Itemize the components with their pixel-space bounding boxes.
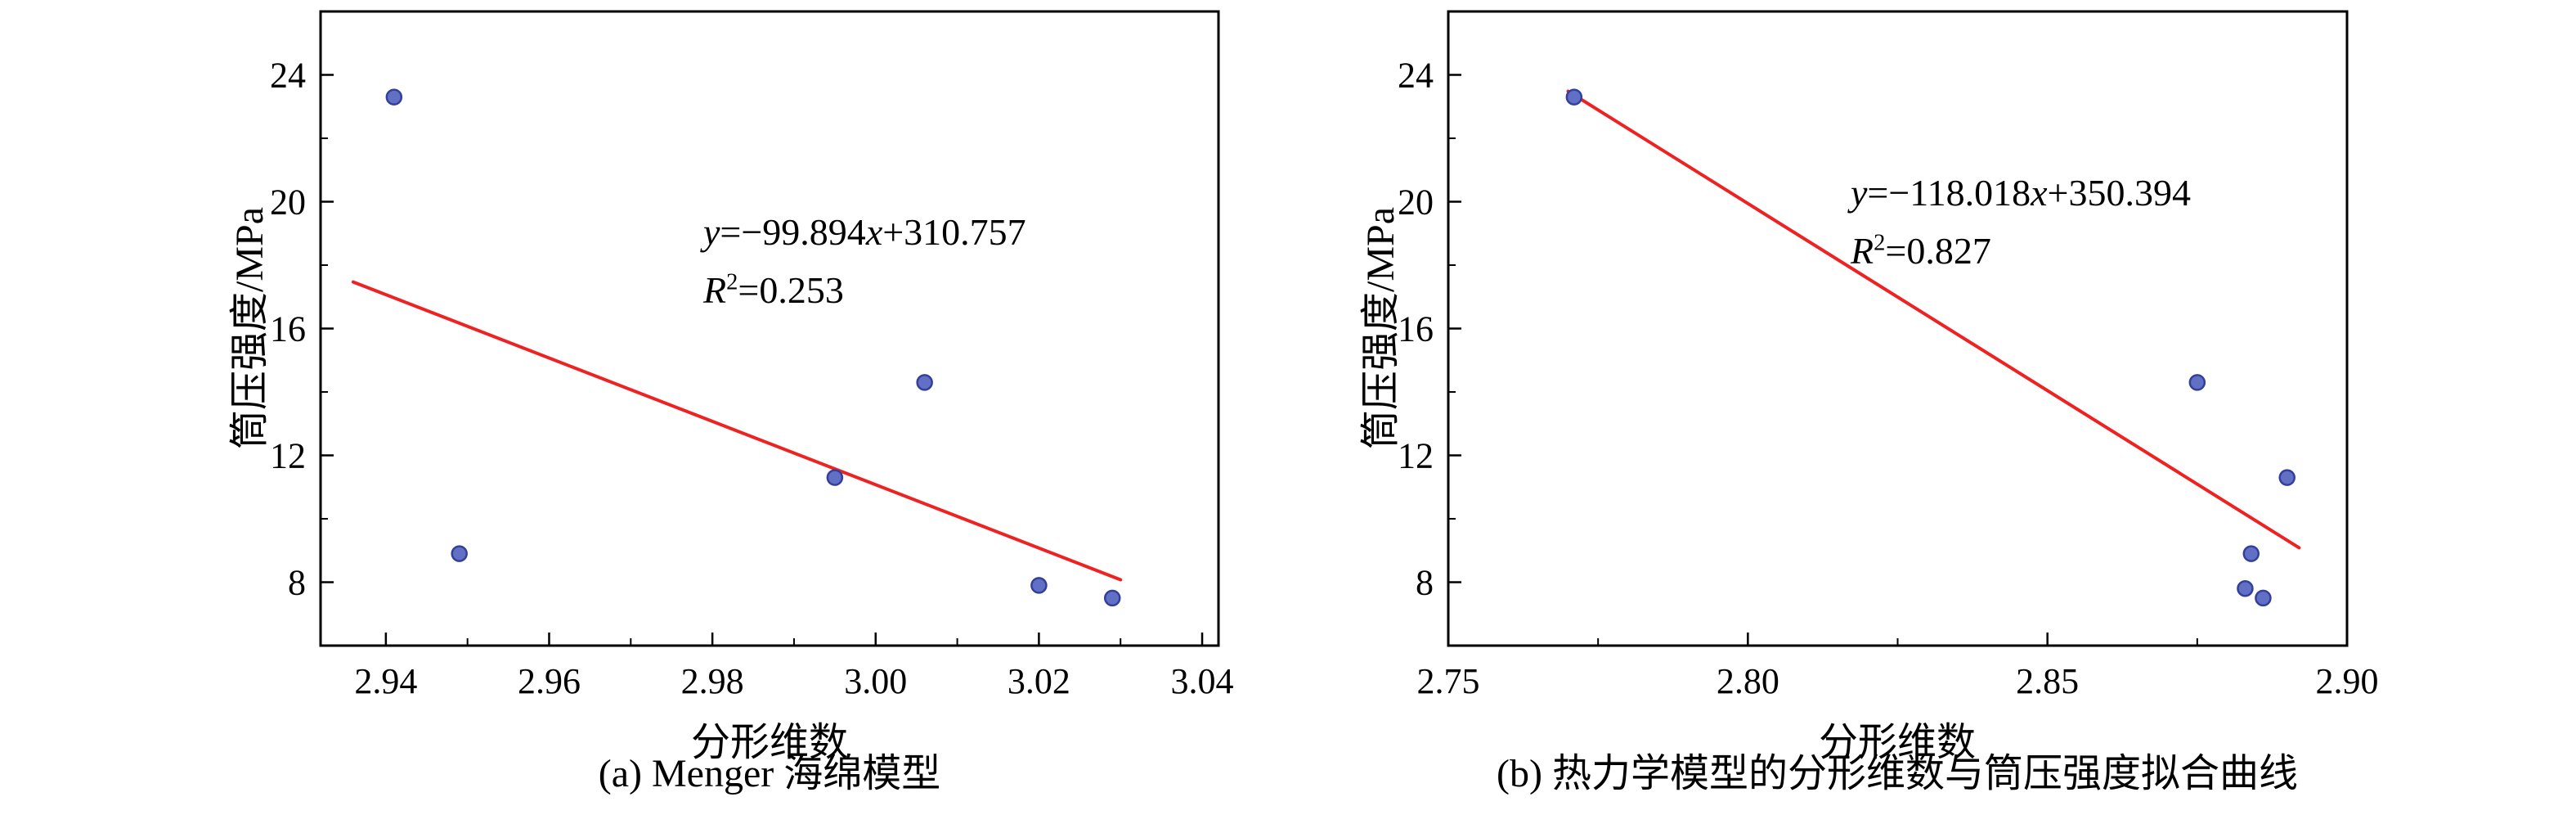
y-axis-label-b: 筒压强度/MPa — [1359, 206, 1402, 450]
fit-annotation-a: y=−99.894x+310.757 R2=0.253 — [703, 203, 1026, 319]
x-tick-label: 3.02 — [1008, 661, 1070, 701]
equation-y-var: y — [703, 211, 720, 253]
x-tick-label: 2.98 — [681, 661, 744, 701]
equation-x-var: x — [2031, 172, 2048, 214]
x-tick-label: 3.00 — [844, 661, 907, 701]
data-point — [385, 88, 403, 106]
data-point — [826, 469, 844, 486]
r-var: R — [703, 269, 727, 311]
data-point — [2237, 580, 2254, 597]
scatter-plot-thermodynamic: 2.75 2.80 2.85 2.90 8 12 16 20 24 — [1398, 10, 2379, 701]
data-point — [1030, 577, 1048, 594]
r-sup: 2 — [726, 269, 738, 295]
data-point — [1565, 88, 1583, 106]
fit-line — [1566, 89, 2301, 550]
fit-equation-b: y=−118.018x+350.394 — [1851, 164, 2191, 222]
data-point — [451, 545, 468, 562]
x-tick-label: 2.96 — [518, 661, 581, 701]
equation-y-var: y — [1851, 172, 1868, 214]
equation-intercept: +350.394 — [2047, 172, 2191, 214]
data-point — [2278, 469, 2296, 486]
equation-slope: =−118.018 — [1867, 172, 2031, 214]
y-tick-label: 24 — [1398, 56, 1434, 96]
y-tick-label: 20 — [270, 182, 306, 223]
y-tick-label: 12 — [270, 436, 306, 476]
r-squared-b: R2=0.827 — [1851, 222, 2191, 280]
fit-line — [351, 280, 1123, 582]
x-tick-label: 2.80 — [1717, 661, 1779, 701]
caption-a: (a) Menger 海绵模型 — [598, 752, 941, 795]
x-tick-label: 2.90 — [2316, 661, 2379, 701]
y-tick-label: 8 — [1416, 563, 1434, 603]
fit-equation-a: y=−99.894x+310.757 — [703, 203, 1026, 261]
x-tick-label: 3.04 — [1171, 661, 1234, 701]
y-tick-label: 12 — [1398, 436, 1434, 476]
fit-annotation-b: y=−118.018x+350.394 R2=0.827 — [1851, 164, 2191, 280]
scatter-plot-menger: 2.94 2.96 2.98 3.00 3.02 3.04 8 12 16 20 24 — [270, 10, 1234, 701]
y-tick-label: 24 — [270, 56, 306, 96]
x-axis-label-b: 分形维数 — [1818, 721, 1977, 764]
equation-slope: =−99.894 — [720, 211, 866, 253]
y-tick-label: 16 — [270, 309, 306, 349]
r-squared-a: R2=0.253 — [703, 261, 1026, 319]
x-tick-label: 2.75 — [1417, 661, 1480, 701]
r-value: =0.827 — [1885, 230, 1991, 272]
r-var: R — [1851, 230, 1874, 272]
plot-frame — [1447, 10, 2349, 647]
y-tick-label: 20 — [1398, 182, 1434, 223]
x-tick-label: 2.85 — [2016, 661, 2079, 701]
x-axis-label-a: 分形维数 — [690, 721, 849, 764]
equation-intercept: +310.757 — [882, 211, 1026, 253]
data-point — [2188, 374, 2206, 391]
caption-b: (b) 热力学模型的分形维数与筒压强度拟合曲线 — [1497, 752, 2298, 795]
y-tick-label: 16 — [1398, 309, 1434, 349]
y-tick-label: 8 — [288, 563, 306, 603]
x-tick-label: 2.94 — [354, 661, 417, 701]
data-point — [916, 374, 933, 391]
data-point — [2242, 545, 2260, 562]
equation-x-var: x — [865, 211, 883, 253]
r-sup: 2 — [1874, 230, 1886, 256]
r-value: =0.253 — [738, 269, 844, 311]
data-point — [2255, 589, 2272, 607]
data-point — [1103, 589, 1121, 607]
y-axis-label-a: 筒压强度/MPa — [228, 206, 272, 450]
